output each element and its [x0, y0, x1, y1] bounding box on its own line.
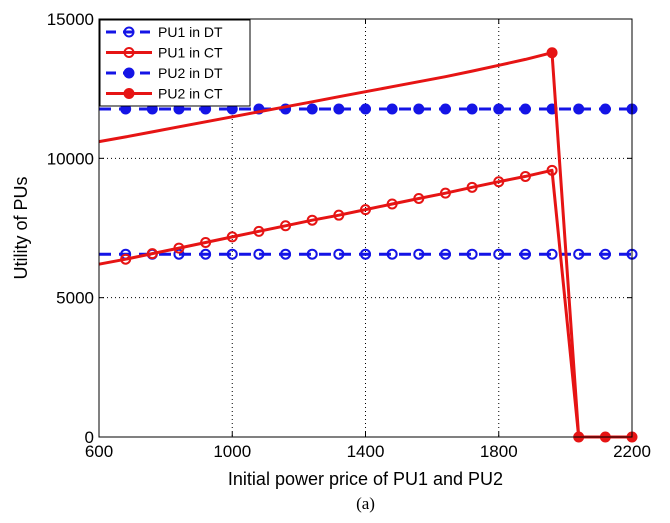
data-point [466, 181, 478, 193]
legend-label: PU2 in CT [158, 86, 223, 102]
y-tick-label: 5000 [56, 289, 94, 308]
data-point [146, 248, 158, 260]
data-point [123, 26, 135, 38]
data-point [306, 103, 318, 115]
series-pu1-in-ct [98, 164, 632, 439]
figure-caption: (a) [356, 494, 375, 513]
data-point [519, 103, 531, 115]
data-point [493, 103, 505, 115]
data-point [493, 176, 505, 188]
x-axis-label: Initial power price of PU1 and PU2 [228, 469, 503, 489]
data-point [280, 248, 292, 260]
x-tick-label: 1400 [347, 442, 385, 461]
legend-item: PU1 in CT [106, 45, 223, 61]
x-tick-label: 2200 [613, 442, 651, 461]
data-point [123, 67, 135, 79]
data-point [386, 248, 398, 260]
legend-item: PU2 in DT [106, 65, 223, 81]
data-point [466, 248, 478, 260]
data-point [360, 248, 371, 260]
data-point [413, 103, 425, 115]
data-point [200, 236, 212, 248]
data-point [573, 103, 585, 115]
data-point [439, 248, 451, 260]
data-point [226, 231, 238, 243]
data-point [599, 103, 611, 115]
x-tick-label: 1800 [480, 442, 518, 461]
grid [99, 19, 632, 437]
data-point [546, 248, 558, 260]
data-point [519, 248, 531, 260]
series-layer [98, 47, 638, 443]
data-point [493, 248, 505, 260]
data-point [599, 248, 611, 260]
data-point [573, 248, 585, 260]
data-point [120, 253, 132, 265]
series-line [98, 168, 632, 439]
legend-item: PU2 in CT [106, 86, 223, 102]
series-pu1-in-dt [99, 248, 638, 260]
data-point [253, 248, 265, 260]
legend: PU1 in DT PU1 in CT PU2 in DT PU2 in CT [99, 19, 251, 107]
data-point [439, 187, 451, 199]
legend-item: PU1 in DT [106, 24, 223, 40]
legend-label: PU1 in CT [158, 45, 223, 61]
data-point [333, 103, 345, 115]
data-point [123, 88, 135, 99]
data-point [333, 248, 345, 260]
data-point [466, 103, 478, 115]
y-tick-label: 0 [85, 428, 94, 447]
y-tick-label: 15000 [47, 10, 94, 29]
data-point [280, 220, 292, 232]
series-line [98, 51, 632, 439]
y-tick-label: 10000 [47, 149, 94, 168]
data-point [413, 248, 425, 260]
data-point [200, 248, 212, 260]
x-tick-label: 1000 [213, 442, 251, 461]
data-point [226, 248, 238, 260]
data-point [386, 198, 398, 210]
ticks: 600 1000 1400 1800 2200 0 5000 10000 15000 [47, 10, 651, 461]
data-point [306, 248, 318, 260]
data-point [253, 225, 265, 237]
data-point [306, 214, 318, 226]
legend-label: PU1 in DT [158, 24, 223, 40]
data-point [546, 164, 558, 176]
data-point [123, 47, 135, 58]
data-point [360, 103, 371, 115]
data-point [439, 103, 451, 115]
y-axis-label: Utility of PUs [11, 176, 31, 279]
data-point [360, 204, 371, 216]
data-point [413, 192, 425, 204]
data-point [173, 248, 185, 260]
data-point [173, 242, 185, 254]
data-point [546, 47, 558, 59]
data-point [333, 209, 345, 221]
x-tick-label: 600 [85, 442, 113, 461]
legend-label: PU2 in DT [158, 65, 223, 81]
data-point [519, 170, 531, 182]
data-point [386, 103, 398, 115]
